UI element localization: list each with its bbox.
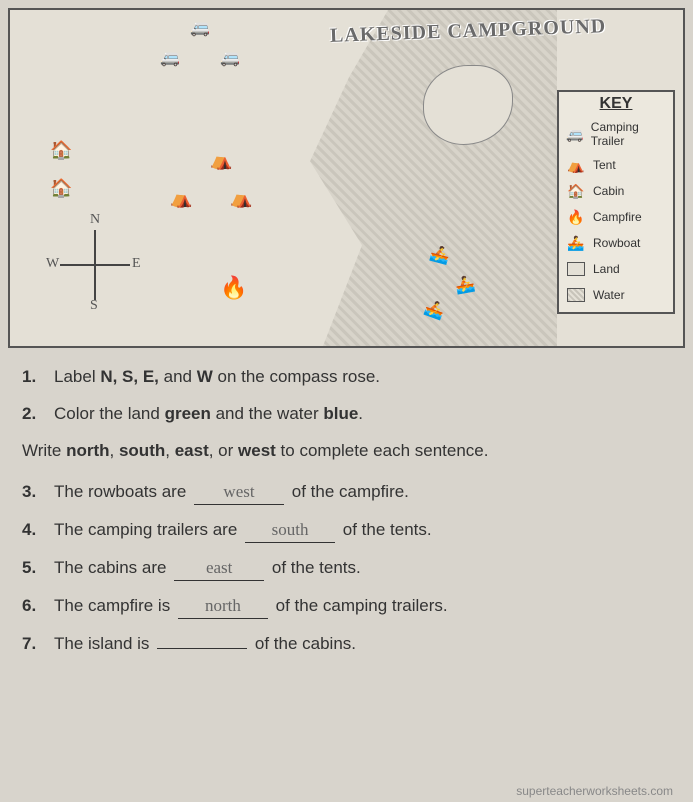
q-text: The cabins are east of the tents. bbox=[54, 557, 361, 581]
key-label: Camping Trailer bbox=[591, 120, 667, 148]
question-5: 5. The cabins are east of the tents. bbox=[22, 557, 671, 581]
cabin-icon: 🏠 bbox=[565, 182, 587, 200]
trailer-icon: 🚐 bbox=[565, 125, 585, 143]
key-label: Tent bbox=[593, 158, 616, 172]
rowboat-icon: 🚣 bbox=[565, 234, 587, 252]
question-6: 6. The campfire is north of the camping … bbox=[22, 595, 671, 619]
key-label: Rowboat bbox=[593, 236, 640, 250]
answer-blank[interactable]: south bbox=[245, 519, 335, 543]
answer-blank[interactable] bbox=[157, 648, 247, 649]
question-7: 7. The island is of the cabins. bbox=[22, 633, 671, 656]
q-text: Label N, S, E, and W on the compass rose… bbox=[54, 366, 380, 389]
q-number: 7. bbox=[22, 633, 44, 656]
trailer-icon: 🚐 bbox=[190, 18, 210, 38]
water-region bbox=[297, 10, 557, 346]
q-number: 2. bbox=[22, 403, 44, 426]
key-label: Cabin bbox=[593, 184, 624, 198]
q-number: 4. bbox=[22, 519, 44, 543]
question-1: 1. Label N, S, E, and W on the compass r… bbox=[22, 366, 671, 389]
cabin-icon: 🏠 bbox=[50, 140, 72, 161]
tent-icon: ⛺ bbox=[170, 188, 192, 209]
q-text: The island is of the cabins. bbox=[54, 633, 356, 656]
q-text: Color the land green and the water blue. bbox=[54, 403, 363, 426]
key-title: KEY bbox=[559, 92, 673, 116]
key-row-land: Land bbox=[559, 256, 673, 282]
q-text: The rowboats are west of the campfire. bbox=[54, 481, 409, 505]
q-number: 5. bbox=[22, 557, 44, 581]
key-label: Land bbox=[593, 262, 620, 276]
compass-e: E bbox=[132, 256, 141, 272]
map-area: LAKESIDE CAMPGROUND 🚐 🚐 🚐 🏠 🏠 ⛺ ⛺ ⛺ 🔥 🚣 … bbox=[8, 8, 685, 348]
compass-n: N bbox=[90, 212, 100, 228]
q-text: The campfire is north of the camping tra… bbox=[54, 595, 448, 619]
land-swatch bbox=[565, 260, 587, 278]
campfire-icon: 🔥 bbox=[220, 275, 247, 301]
map-title-banner: LAKESIDE CAMPGROUND bbox=[330, 15, 607, 48]
tent-icon: ⛺ bbox=[210, 150, 232, 171]
question-4: 4. The camping trailers are south of the… bbox=[22, 519, 671, 543]
key-label: Water bbox=[593, 288, 625, 302]
instruction-line: Write north, south, east, or west to com… bbox=[22, 440, 671, 463]
rowboat-icon: 🚣 bbox=[453, 273, 476, 296]
key-row-rowboat: 🚣 Rowboat bbox=[559, 230, 673, 256]
campfire-icon: 🔥 bbox=[565, 208, 587, 226]
compass-w: W bbox=[46, 256, 59, 272]
questions-section: 1. Label N, S, E, and W on the compass r… bbox=[8, 348, 685, 656]
key-label: Campfire bbox=[593, 210, 642, 224]
key-row-campfire: 🔥 Campfire bbox=[559, 204, 673, 230]
key-row-water: Water bbox=[559, 282, 673, 308]
compass-rose: N S E W bbox=[50, 220, 140, 310]
key-row-trailer: 🚐 Camping Trailer bbox=[559, 116, 673, 152]
compass-s: S bbox=[90, 298, 98, 314]
water-swatch bbox=[565, 286, 587, 304]
q-number: 6. bbox=[22, 595, 44, 619]
q-number: 1. bbox=[22, 366, 44, 389]
tent-icon: ⛺ bbox=[230, 188, 252, 209]
trailer-icon: 🚐 bbox=[160, 48, 180, 68]
question-2: 2. Color the land green and the water bl… bbox=[22, 403, 671, 426]
q-number: 3. bbox=[22, 481, 44, 505]
cabin-icon: 🏠 bbox=[50, 178, 72, 199]
key-row-cabin: 🏠 Cabin bbox=[559, 178, 673, 204]
trailer-icon: 🚐 bbox=[220, 48, 240, 68]
answer-blank[interactable]: east bbox=[174, 557, 264, 581]
answer-blank[interactable]: west bbox=[194, 481, 284, 505]
map-key: KEY 🚐 Camping Trailer ⛺ Tent 🏠 Cabin 🔥 C… bbox=[557, 90, 675, 314]
q-text: The camping trailers are south of the te… bbox=[54, 519, 432, 543]
question-3: 3. The rowboats are west of the campfire… bbox=[22, 481, 671, 505]
answer-blank[interactable]: north bbox=[178, 595, 268, 619]
footer-credit: superteacherworksheets.com bbox=[516, 784, 673, 798]
tent-icon: ⛺ bbox=[565, 156, 587, 174]
key-row-tent: ⛺ Tent bbox=[559, 152, 673, 178]
